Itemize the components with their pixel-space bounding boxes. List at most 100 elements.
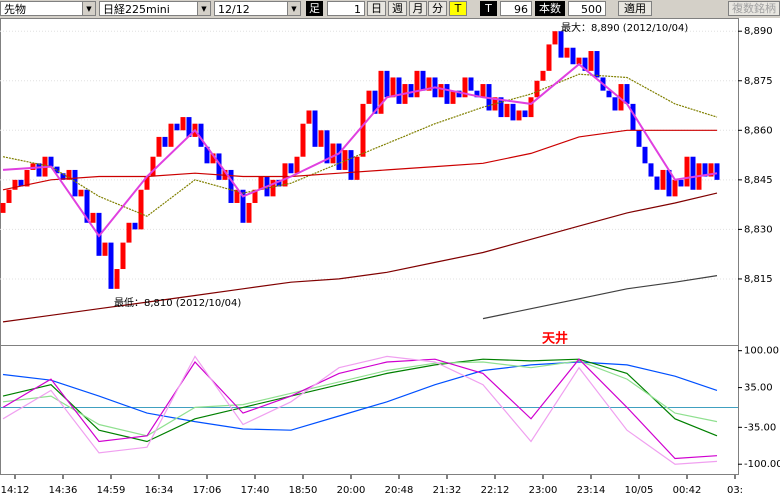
candle [414, 70, 420, 98]
candle [66, 169, 72, 180]
candle [132, 222, 138, 230]
candle [534, 80, 540, 98]
market-select[interactable]: 先物 [0, 1, 96, 16]
candle [294, 156, 300, 174]
indicator-line [2, 129, 717, 191]
multi-button[interactable]: 複数銘柄 [728, 1, 780, 16]
candle [168, 123, 174, 147]
candle [174, 123, 180, 131]
x-tick-label: 14:36 [49, 485, 78, 496]
y-tick-label: 8,845 [744, 175, 773, 186]
contract-select[interactable]: 12/12 [214, 1, 301, 16]
indicator-line [2, 358, 718, 460]
min-annotation: 最低：8,810 (2012/10/04) [114, 296, 241, 309]
candle [642, 146, 648, 164]
candle [348, 150, 354, 180]
candle [282, 163, 288, 187]
x-tick-label: 23:00 [529, 485, 558, 496]
candle [612, 97, 618, 111]
candle [510, 103, 516, 121]
candle [390, 77, 396, 98]
candle [300, 123, 306, 157]
x-tick-label: 10/05 [625, 485, 654, 496]
candle [540, 70, 546, 81]
day-button[interactable]: 日 [367, 1, 386, 16]
candle [690, 156, 696, 190]
indicator-line [2, 192, 718, 323]
candle [270, 179, 276, 197]
candle [18, 179, 24, 187]
x-tick-label: 14:59 [97, 485, 126, 496]
candle [564, 47, 570, 58]
indicator-line [2, 361, 718, 431]
bar-label: 足 [306, 1, 323, 16]
candle [324, 130, 330, 164]
candle [312, 110, 318, 147]
candle [618, 84, 624, 111]
candle [624, 84, 630, 104]
indicator-line [2, 73, 718, 217]
candle [108, 242, 114, 289]
candle [504, 103, 510, 118]
candle [60, 173, 66, 180]
x-tick-label: 00:42 [673, 485, 702, 496]
candle [234, 189, 240, 203]
candle [186, 117, 192, 137]
candle [48, 156, 54, 167]
candle [144, 176, 150, 190]
candle [498, 97, 504, 118]
bars-input[interactable]: 500 [568, 1, 606, 16]
plot-frame [0, 18, 739, 475]
candle [420, 70, 426, 91]
x-tick-label: 03: [727, 485, 743, 496]
candle [396, 77, 402, 104]
candle [570, 47, 576, 65]
chart: 8,815 8,830 8,845 8,860 8,875 8,890 最大：8,890 (… [0, 18, 780, 496]
candle [138, 189, 144, 230]
apply-button[interactable]: 適用 [618, 1, 652, 16]
candle [366, 90, 372, 104]
candle [210, 153, 216, 164]
candle [240, 189, 246, 223]
candle [468, 77, 474, 91]
candle [378, 70, 384, 114]
candle [480, 84, 486, 98]
y-tick-label: -100.00 [744, 459, 780, 470]
y-tick-label: 100.00 [744, 346, 779, 357]
y-tick-label: 8,815 [744, 274, 773, 285]
candle [426, 77, 432, 91]
candle [606, 90, 612, 98]
toolbar: 先物 日経225mini 12/12 足 1 日 週 月 分 T T 96 本数… [0, 0, 780, 18]
candle [162, 136, 168, 147]
candle [150, 156, 156, 177]
x-tick-label: 21:32 [433, 485, 462, 496]
candle [474, 90, 480, 98]
y-tick-label: 8,890 [744, 26, 773, 37]
count-label: 本数 [535, 1, 565, 16]
candle [408, 84, 414, 98]
candle [636, 130, 642, 147]
week-button[interactable]: 週 [388, 1, 407, 16]
candle [354, 156, 360, 180]
candle [546, 44, 552, 71]
candle [102, 242, 108, 256]
minute-button[interactable]: 分 [428, 1, 447, 16]
bar-count[interactable]: 1 [327, 1, 365, 16]
x-tick-label: 20:48 [385, 485, 414, 496]
y-tick-label: -35.00 [744, 422, 776, 433]
max-annotation: 最大：8,890 (2012/10/04) [561, 21, 688, 34]
tick-button[interactable]: T [449, 1, 467, 16]
symbol-select[interactable]: 日経225mini [99, 1, 211, 16]
candle [336, 143, 342, 170]
count-input[interactable]: 96 [500, 1, 532, 16]
candle [318, 130, 324, 147]
candle [120, 242, 126, 270]
ceiling-annotation: 天井 [542, 331, 568, 347]
month-button[interactable]: 月 [409, 1, 427, 16]
y-tick-label: 8,860 [744, 125, 773, 136]
indicator-line [2, 62, 718, 238]
indicator-line [2, 355, 718, 465]
candle [678, 179, 684, 187]
candle [36, 163, 42, 177]
